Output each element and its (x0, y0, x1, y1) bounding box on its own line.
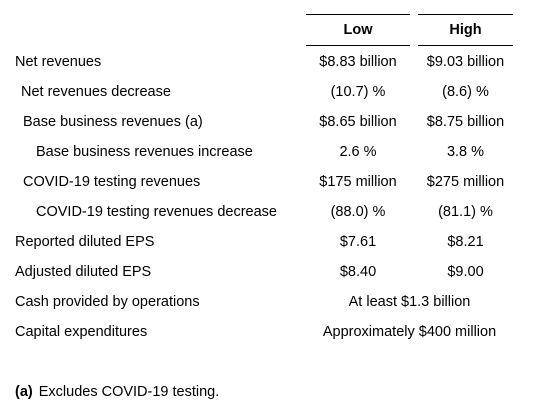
value-low: $8.83 billion (319, 54, 397, 70)
column-header-high: High (418, 14, 513, 46)
row-net-revenues-decrease: Net revenues decrease (10.7) % (8.6) % (0, 77, 535, 107)
column-header-low: Low (306, 14, 410, 46)
value-low: $175 million (319, 174, 397, 190)
value-low: $8.65 billion (319, 114, 397, 130)
value-high: $8.21 (447, 234, 484, 250)
value-high: (81.1) % (438, 204, 493, 220)
row-base-business-revenues: Base business revenues (a) $8.65 billion… (0, 107, 535, 137)
row-covid-testing-revenues-decrease: COVID-19 testing revenues decrease (88.0… (0, 197, 535, 227)
value-high: $9.03 billion (426, 54, 505, 70)
row-net-revenues: Net revenues $8.83 billion $9.03 billion (0, 47, 535, 77)
row-base-business-revenues-increase: Base business revenues increase 2.6 % 3.… (0, 137, 535, 167)
value-low: $7.61 (339, 234, 377, 250)
value-high: 3.8 % (446, 144, 485, 160)
row-adjusted-diluted-eps: Adjusted diluted EPS $8.40 $9.00 (0, 257, 535, 287)
value-low: $8.40 (339, 264, 377, 280)
row-label: Capital expenditures (15, 324, 148, 340)
value-low: (88.0) % (330, 204, 386, 220)
row-label: COVID-19 testing revenues decrease (36, 204, 277, 220)
row-covid-testing-revenues: COVID-19 testing revenues $175 million $… (0, 167, 535, 197)
row-label: Cash provided by operations (15, 294, 200, 310)
footnote-marker: (a) (15, 384, 33, 400)
row-reported-diluted-eps: Reported diluted EPS $7.61 $8.21 (0, 227, 535, 257)
row-cash-from-operations: Cash provided by operations At least $1.… (0, 287, 535, 317)
value-high: $275 million (426, 174, 505, 190)
value-high: $9.00 (447, 264, 484, 280)
value-combined: At least $1.3 billion (348, 294, 471, 310)
value-high: (8.6) % (442, 84, 489, 100)
row-label: COVID-19 testing revenues (23, 174, 201, 190)
row-label: Net revenues (15, 54, 102, 70)
value-low: (10.7) % (330, 84, 386, 100)
row-label: Base business revenues (a) (23, 114, 203, 130)
row-capital-expenditures: Capital expenditures Approximately $400 … (0, 317, 535, 347)
row-label: Adjusted diluted EPS (15, 264, 152, 280)
footnote-text: Excludes COVID-19 testing. (38, 384, 220, 400)
row-label: Reported diluted EPS (15, 234, 155, 250)
row-label: Net revenues decrease (21, 84, 171, 100)
footnote: (a) Excludes COVID-19 testing. (15, 378, 219, 406)
value-low: 2.6 % (339, 144, 377, 160)
row-label: Base business revenues increase (36, 144, 253, 160)
value-combined: Approximately $400 million (322, 324, 497, 340)
value-high: $8.75 billion (426, 114, 505, 130)
